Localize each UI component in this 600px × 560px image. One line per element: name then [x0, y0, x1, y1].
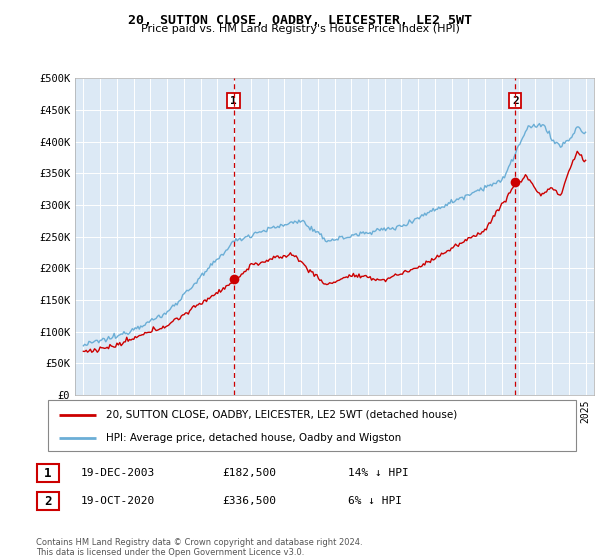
- Text: HPI: Average price, detached house, Oadby and Wigston: HPI: Average price, detached house, Oadb…: [106, 433, 401, 443]
- Text: 2: 2: [512, 96, 518, 105]
- Text: 19-DEC-2003: 19-DEC-2003: [81, 468, 155, 478]
- FancyBboxPatch shape: [37, 464, 59, 482]
- Text: Price paid vs. HM Land Registry's House Price Index (HPI): Price paid vs. HM Land Registry's House …: [140, 24, 460, 34]
- Text: 20, SUTTON CLOSE, OADBY, LEICESTER, LE2 5WT: 20, SUTTON CLOSE, OADBY, LEICESTER, LE2 …: [128, 14, 472, 27]
- FancyBboxPatch shape: [37, 492, 59, 510]
- Text: 6% ↓ HPI: 6% ↓ HPI: [348, 496, 402, 506]
- Text: 1: 1: [44, 466, 52, 480]
- Text: 2: 2: [44, 494, 52, 508]
- Text: 1: 1: [230, 96, 237, 105]
- Text: 14% ↓ HPI: 14% ↓ HPI: [348, 468, 409, 478]
- Text: 19-OCT-2020: 19-OCT-2020: [81, 496, 155, 506]
- Text: £182,500: £182,500: [222, 468, 276, 478]
- FancyBboxPatch shape: [48, 400, 576, 451]
- Text: 20, SUTTON CLOSE, OADBY, LEICESTER, LE2 5WT (detached house): 20, SUTTON CLOSE, OADBY, LEICESTER, LE2 …: [106, 409, 457, 419]
- Text: Contains HM Land Registry data © Crown copyright and database right 2024.
This d: Contains HM Land Registry data © Crown c…: [36, 538, 362, 557]
- Text: £336,500: £336,500: [222, 496, 276, 506]
